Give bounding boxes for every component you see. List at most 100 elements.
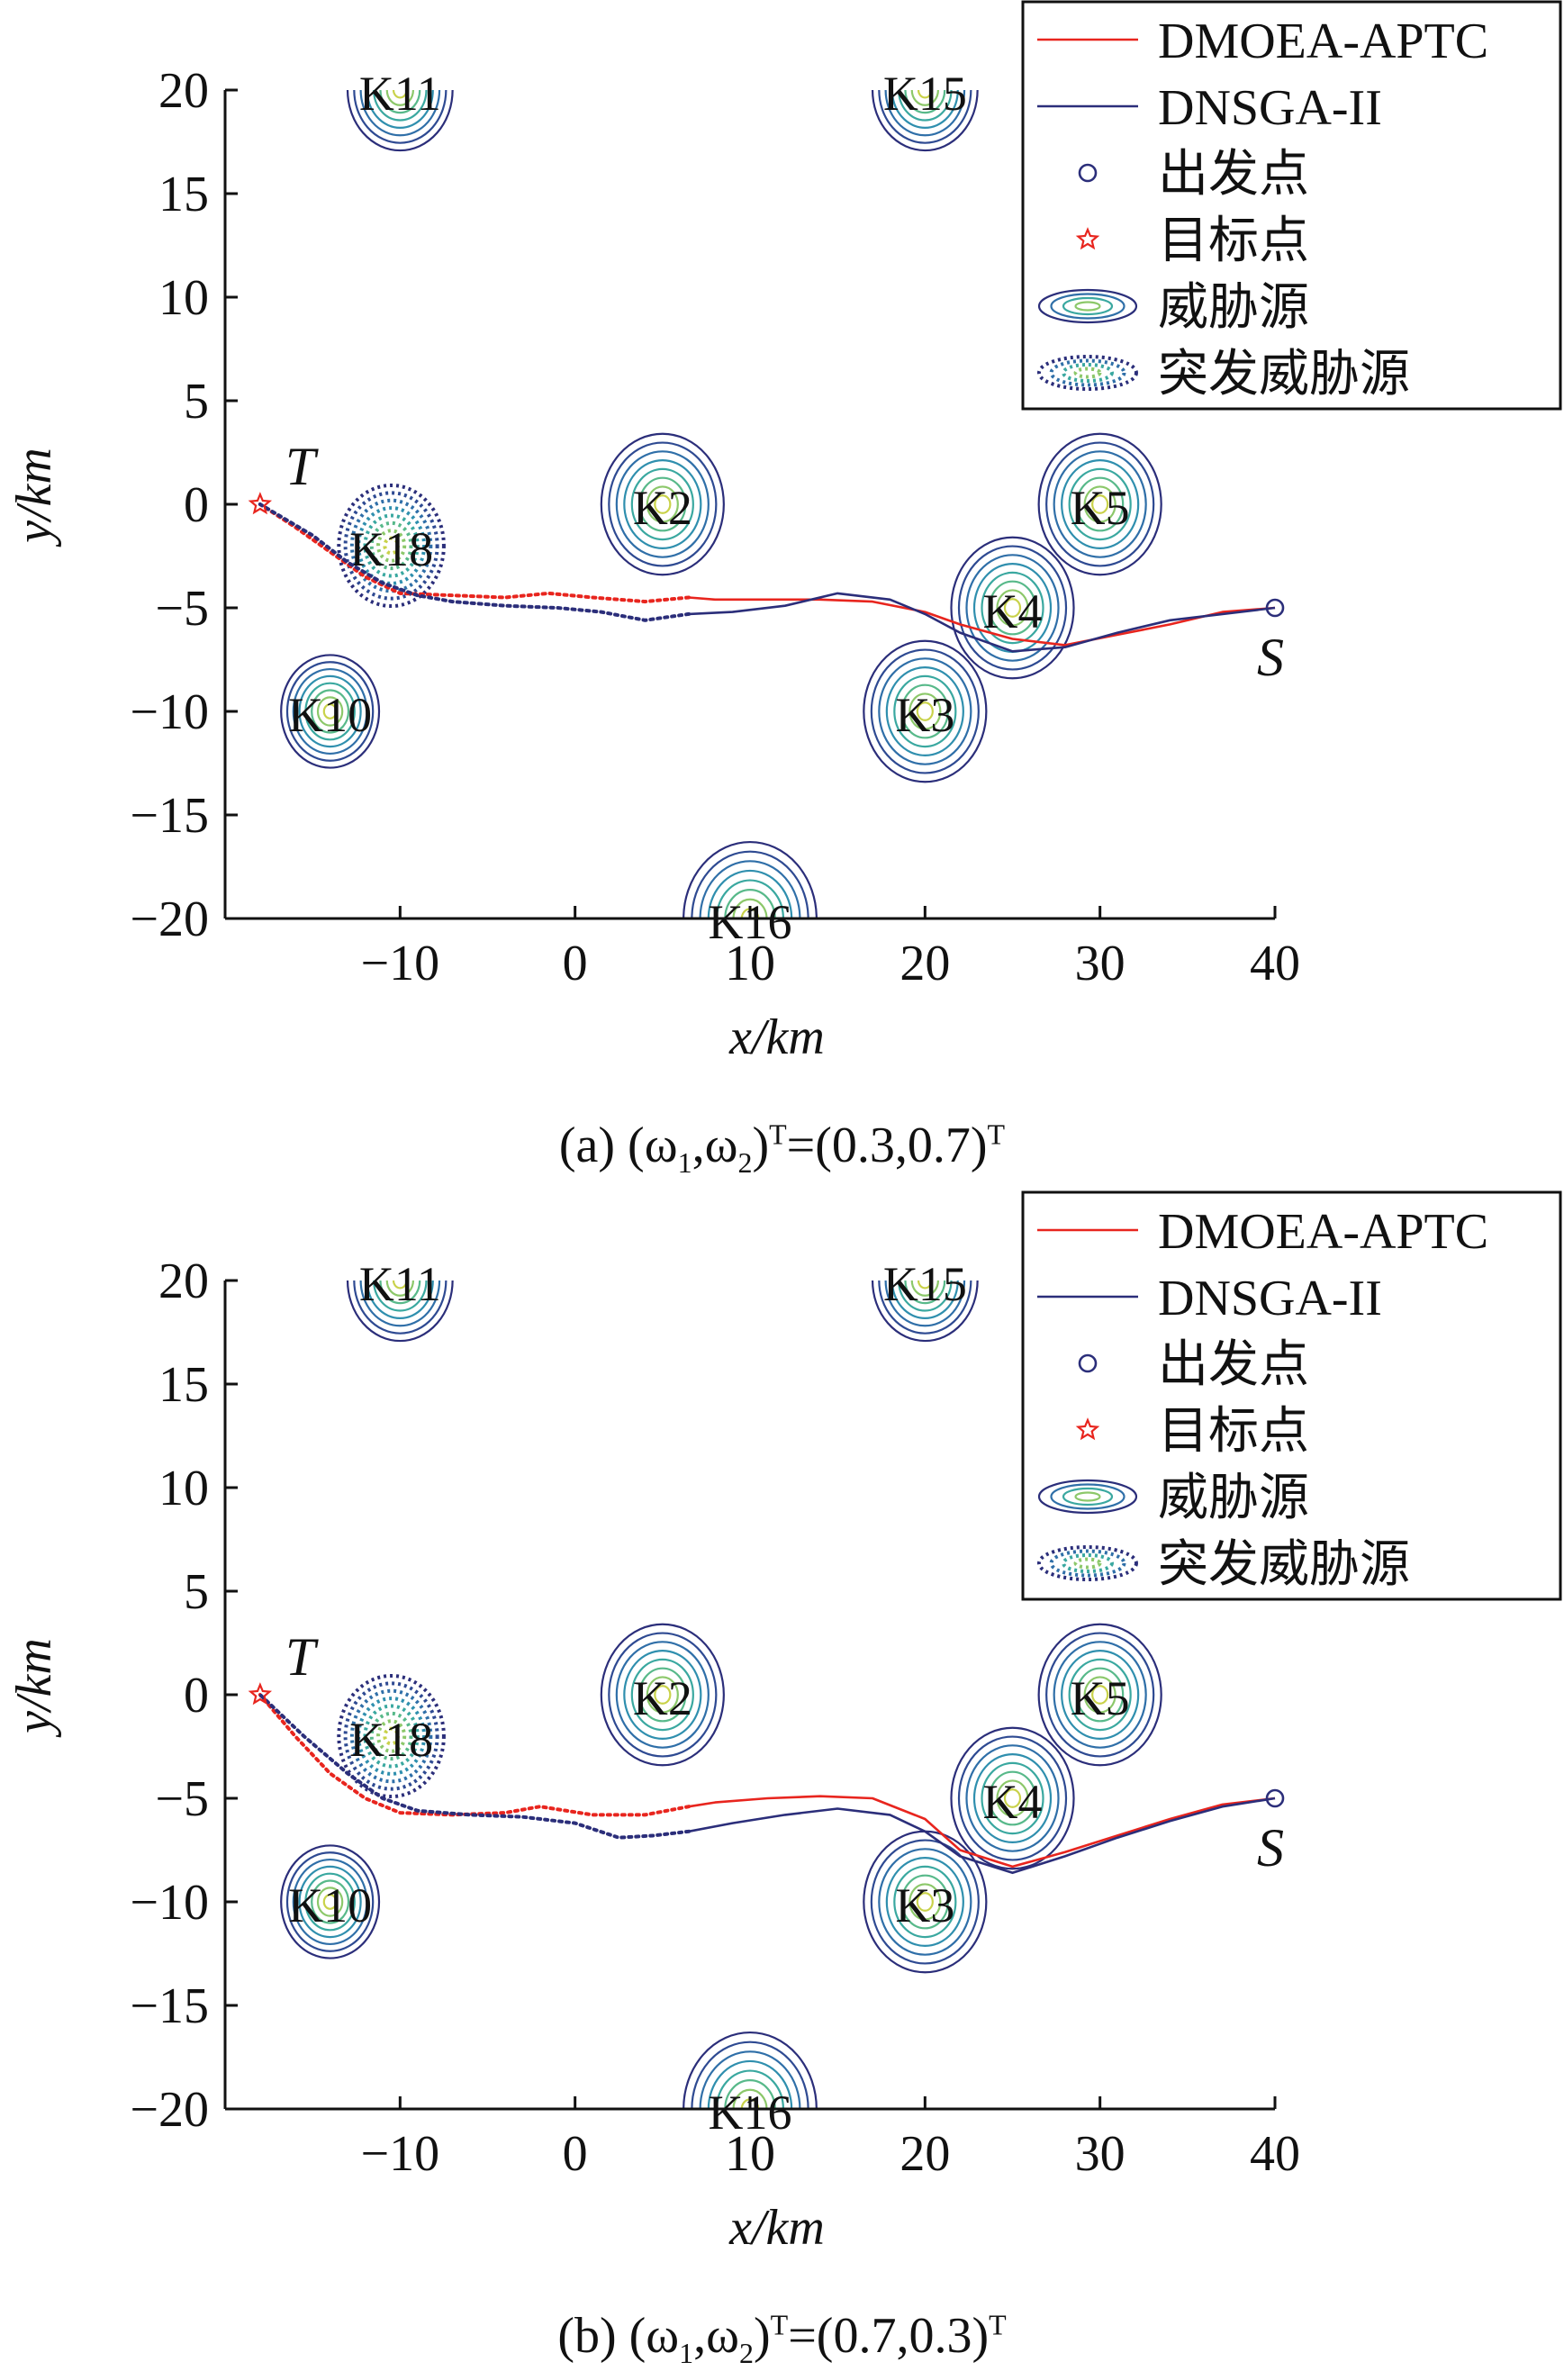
threat-contour [311,689,350,734]
legend-entry-3: 目标点 [1158,1402,1309,1461]
threat-label-k18: K18 [349,522,433,576]
threat-k10 [280,1844,381,1959]
x-tick-label: 20 [900,936,950,991]
legend-entry-0: DMOEA-APTC [1158,14,1488,69]
threat-contour [373,1280,428,1312]
legend-entry-4: 威胁源 [1158,278,1309,337]
threat-contour [1045,1632,1155,1758]
caption-a-eq: =(0.3,0.7) [786,1118,988,1173]
threat-contour [900,683,949,739]
threat-contour [950,536,1075,680]
threat-contour [910,90,940,106]
threat-label-k15: K15 [883,1257,967,1311]
legend-threat-glyph [1073,1557,1102,1570]
start-label: S [1257,628,1284,687]
x-axis-label: x/km [728,2200,825,2256]
threat-k11 [346,90,454,152]
legend-threat-glyph [1074,1491,1101,1502]
series-1-solid [688,1796,1276,1875]
legend-threat-glyph [1062,363,1114,383]
legend-start-marker [1078,1353,1098,1373]
threat-label-k5: K5 [1071,481,1130,535]
threat-contour [863,639,988,783]
threat-k15 [871,90,979,152]
threat-contour [1061,1650,1140,1740]
threat-contour [280,654,381,769]
threat-contour [285,661,375,762]
threat-contour [346,90,454,152]
threat-contour [981,1761,1044,1835]
caption-b-prefix: (b) (ω [557,2308,680,2364]
threat-contour [366,90,434,129]
legend-threat-glyph [1062,296,1114,316]
threat-contour [349,498,433,593]
threat-contour [1091,1685,1109,1705]
legend-threat-glyph [1049,1549,1126,1578]
legend-threat-glyph [1037,288,1138,324]
threat-contour [885,666,964,756]
threat-contour [900,1874,949,1930]
threat-contour [965,1744,1060,1852]
threat-contour [957,1735,1068,1861]
threat-label-k5: K5 [1071,1671,1130,1725]
threat-k10 [280,654,381,769]
threat-label-k10: K10 [288,1878,372,1932]
threat-contour [910,1280,940,1297]
legend-entry-1: DNSGA-II [1158,80,1382,136]
chart-a: K11 K15 K2 K5 K4 K3 K10 K16 K18 −10 0 10 20 30 40 20 15 1… [6,0,1562,1065]
threat-contour [600,432,725,576]
caption-a-sub2: 2 [737,1146,753,1180]
legend-entry-2: 出发点 [1158,145,1309,204]
threat-contour [871,90,979,152]
threat-contour [1083,485,1116,523]
y-tick-label: −20 [130,891,209,947]
threat-label-k4: K4 [983,584,1043,638]
legend-threat-glyph [1049,358,1126,387]
caption-a-mid: ,ω [692,1118,738,1173]
threat-k4 [950,536,1075,680]
y-tick-label: 0 [184,477,209,533]
panel-a: K11 K15 K2 K5 K4 K3 K10 K16 K18 −10 0 10 20 30 40 20 15 1… [6,0,1562,1180]
threat-contour [357,506,427,585]
threat-contour [304,1872,356,1932]
legend-target-marker [1075,227,1100,250]
threat-contour [898,90,953,122]
threat-contour [870,1839,980,1965]
panel-b: K11 K15 K2 K5 K4 K3 K10 K16 K18 −10 0 10 20 30 40 20 15 1… [0,1190,1564,2380]
threat-contour [878,1848,972,1956]
threat-contour [1037,432,1162,576]
caption-a-sup2: T [987,1118,1006,1151]
threat-label-k10: K10 [288,688,372,742]
threat-contour [707,2059,793,2109]
threat-contour [280,1844,381,1959]
y-tick-label: 5 [184,1564,209,1620]
threat-contour [357,1697,427,1776]
threat-contour [699,2050,801,2109]
threat-contour [654,494,672,514]
threat-contour [373,90,428,122]
threat-contour [890,1280,959,1319]
y-tick-label: 15 [158,1357,209,1413]
threat-contour [346,1280,454,1343]
y-tick-label: 10 [158,1461,209,1516]
threat-contour [369,1711,413,1761]
legend-threat-glyph [1037,355,1138,391]
threat-contour [322,703,338,719]
threat-contour [363,1704,420,1769]
target-label: T [285,1627,319,1687]
threat-contour [366,1280,434,1319]
threat-contour [292,667,368,756]
threat-contour [379,90,421,114]
threat-label-k16: K16 [709,2086,792,2140]
caption-a-close: ) [752,1118,770,1173]
threat-contour [337,483,446,609]
caption-b-sub2: 2 [739,2337,755,2370]
chart-b: K11 K15 K2 K5 K4 K3 K10 K16 K18 −10 0 10 20 30 40 20 15 1… [6,1190,1562,2256]
series-0-solid [688,596,1276,647]
threat-contour [638,1667,687,1723]
start-label: S [1257,1818,1284,1878]
threat-contour [359,1280,441,1327]
threat-contour [379,1280,421,1305]
series-1-dotted [258,502,691,622]
threat-contour [965,554,1060,662]
